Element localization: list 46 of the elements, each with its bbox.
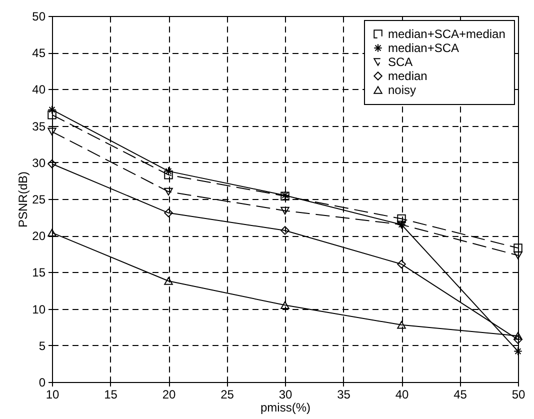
y-axis-title: PSNR(dB) bbox=[16, 171, 30, 228]
y-tick-label: 5 bbox=[38, 338, 46, 353]
point bbox=[514, 332, 522, 340]
y-tick-label: 25 bbox=[32, 192, 46, 206]
point bbox=[48, 105, 56, 114]
point bbox=[48, 228, 56, 237]
y-tick-label: 50 bbox=[32, 10, 46, 24]
y-tick-label: 30 bbox=[32, 156, 46, 170]
legend-label: median bbox=[388, 69, 428, 83]
x-tick-label: 25 bbox=[220, 388, 234, 402]
point bbox=[280, 226, 290, 235]
point bbox=[514, 346, 522, 356]
point bbox=[397, 260, 406, 269]
point bbox=[164, 277, 173, 285]
y-tick-label: 15 bbox=[32, 266, 46, 280]
x-tick-label: 35 bbox=[337, 388, 351, 402]
point bbox=[280, 206, 290, 215]
y-tick-label: 10 bbox=[32, 302, 46, 316]
x-tick-label: 15 bbox=[104, 388, 118, 402]
y-tick-label: 0 bbox=[38, 376, 46, 390]
y-tick-label: 35 bbox=[32, 119, 46, 134]
point bbox=[514, 252, 522, 260]
legend-label: median+SCA bbox=[388, 41, 460, 55]
point bbox=[164, 170, 173, 180]
legend-label: noisy bbox=[388, 83, 416, 97]
point bbox=[48, 110, 56, 120]
legend-label: SCA bbox=[388, 55, 413, 69]
point bbox=[48, 128, 56, 136]
legend-label: median+SCA+median bbox=[388, 27, 506, 41]
point bbox=[280, 301, 290, 309]
x-tick-label: 50 bbox=[512, 388, 526, 402]
point bbox=[48, 159, 56, 168]
x-tick-label: 30 bbox=[278, 388, 292, 402]
point bbox=[514, 335, 522, 344]
x-tick-label: 45 bbox=[454, 388, 468, 402]
point bbox=[164, 208, 173, 218]
point bbox=[164, 188, 173, 196]
x-axis-title: pmiss(%) bbox=[260, 400, 310, 414]
y-tick-label: 40 bbox=[32, 82, 46, 97]
x-tick-label: 40 bbox=[395, 388, 409, 402]
point bbox=[514, 244, 522, 252]
point bbox=[397, 214, 406, 224]
x-tick-label: 20 bbox=[162, 388, 176, 402]
y-tick-label: 45 bbox=[32, 46, 46, 60]
point bbox=[397, 321, 406, 329]
y-tick-label: 20 bbox=[32, 229, 46, 244]
